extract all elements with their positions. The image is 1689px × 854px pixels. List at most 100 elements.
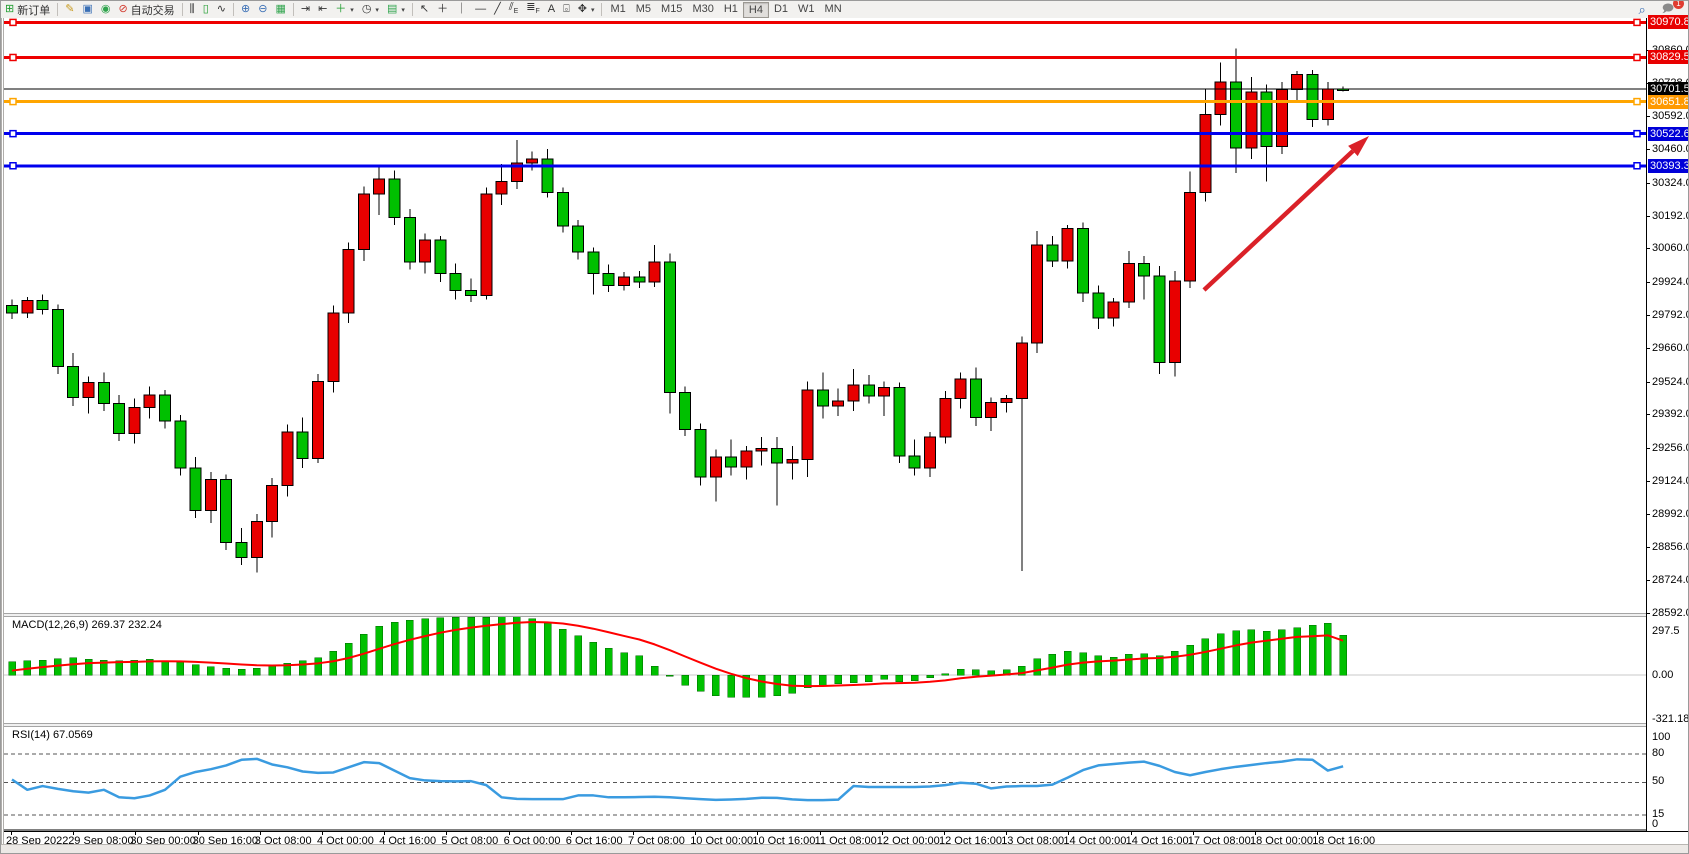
tile-windows-button[interactable]: ▦ [271, 2, 289, 17]
candle-body [1245, 91, 1258, 149]
line-handle[interactable] [9, 53, 17, 62]
crosshair-tool-button[interactable]: ＋ [433, 2, 452, 17]
macd-histogram-bar [1155, 655, 1164, 676]
timeframe-button-mn[interactable]: MN [824, 2, 842, 15]
zoom-out-button[interactable]: ⊖ [254, 2, 271, 17]
price-tick-label: 29924.0 [1652, 276, 1689, 289]
line-handle[interactable] [1633, 97, 1641, 106]
time-tick [570, 832, 572, 835]
price-tick-label: 29256.0 [1652, 442, 1689, 455]
signals-button[interactable]: ◉ [97, 2, 115, 17]
macd-histogram-bar [803, 674, 812, 688]
macd-histogram-bar [727, 674, 735, 698]
macd-histogram-bar [972, 669, 980, 676]
timeframe-button-m15[interactable]: M15 [661, 2, 683, 15]
search-button[interactable]: ⌕ [1635, 2, 1650, 17]
chat-button[interactable]: 🗩 1 [1658, 1, 1684, 17]
macd-histogram-bar [1140, 653, 1148, 676]
window-bottom-strip [1, 844, 1688, 853]
line-handle[interactable] [1633, 162, 1641, 170]
channel-tool-button[interactable]: ⫽E [505, 1, 523, 17]
autotrading-button[interactable]: ⊘ 自动交易 [114, 2, 178, 17]
candle-body [1214, 81, 1227, 115]
timeframe-button-m1[interactable]: M1 [610, 2, 626, 15]
horizontal-line-icon: — [475, 3, 487, 15]
vertical-line-tool-button[interactable]: ｜ [452, 2, 471, 17]
panel-splitter[interactable] [4, 723, 1646, 727]
bar-chart-button[interactable]: ⫼ [186, 2, 199, 17]
candle-body [1046, 244, 1059, 262]
auto-scroll-button[interactable]: ⇥ [297, 2, 314, 17]
styler-button[interactable]: ✎ [61, 2, 78, 17]
price-tick [1647, 248, 1650, 250]
timeframe-button-m5[interactable]: M5 [635, 2, 652, 15]
line-handle[interactable] [9, 162, 17, 170]
price-tick [1647, 580, 1650, 582]
profile-icon: ▣ [82, 3, 93, 15]
candle-body [480, 193, 493, 297]
autotrading-icon: ⊘ [118, 3, 128, 15]
trendline-tool-button[interactable]: ╱ [490, 2, 505, 17]
macd-signal-line [11, 621, 1344, 688]
price-chart-panel[interactable] [4, 18, 1646, 613]
fibonacci-tool-button[interactable]: ≣F [522, 1, 544, 17]
line-handle[interactable] [9, 97, 17, 106]
trend-arrow-line[interactable] [1202, 149, 1355, 292]
price-tick-label: 29124.0 [1652, 474, 1689, 487]
candle-body [21, 300, 34, 314]
line-handle[interactable] [1633, 18, 1641, 27]
new-order-button[interactable]: ⊞ 新订单 [1, 2, 54, 17]
candle-body [1031, 244, 1044, 344]
time-tick [1192, 832, 1194, 835]
timeframe-button-w1[interactable]: W1 [798, 2, 815, 15]
text-label-tool-button[interactable]: ⌻ [559, 2, 574, 17]
chart-window[interactable]: ▼ DJ30-,H4 30701.5 30701.5 30701.5 30701… [1, 15, 1689, 849]
new-order-label: 新订单 [17, 4, 51, 17]
timeframe-button-h1[interactable]: H1 [723, 2, 738, 15]
line-handle[interactable] [1633, 129, 1641, 138]
candle-body [342, 249, 355, 314]
horizontal-line-tool-button[interactable]: — [471, 2, 490, 17]
macd-histogram-bar [880, 674, 888, 680]
timeframe-button-d1[interactable]: D1 [773, 2, 789, 15]
cursor-tool-button[interactable]: ↖ [416, 2, 433, 17]
macd-histogram-bar [1262, 631, 1271, 676]
line-chart-button[interactable]: ∿ [213, 2, 230, 17]
text-tool-button[interactable]: A [544, 2, 559, 17]
price-line-badge: 30393.3 [1648, 158, 1688, 173]
macd-histogram-bar [1278, 629, 1286, 676]
candle-body [633, 276, 646, 283]
price-tick-label: 28992.0 [1652, 507, 1689, 520]
candlestick-chart-button[interactable]: ▯ [199, 2, 213, 17]
macd-histogram-bar [482, 617, 491, 676]
candle-body [250, 521, 263, 559]
indicators-button[interactable]: ＋ ▾ [331, 2, 358, 17]
time-tick [11, 832, 12, 835]
rsi-axis-label: 80 [1652, 747, 1665, 759]
candle-body [969, 378, 982, 418]
zoom-in-button[interactable]: ⊕ [237, 2, 254, 17]
price-axis[interactable]: 30860.030728.030592.030460.030324.030192… [1646, 15, 1689, 831]
chart-shift-icon: ⇤ [318, 3, 328, 15]
line-handle[interactable] [1633, 53, 1641, 62]
macd-histogram-bar [1171, 651, 1179, 676]
line-handle[interactable] [9, 129, 17, 138]
timeframe-button-h4[interactable]: H4 [742, 1, 769, 18]
macd-panel[interactable] [4, 617, 1646, 723]
macd-histogram-bar [1109, 657, 1118, 676]
panel-splitter[interactable] [4, 613, 1646, 617]
arrows-tool-button[interactable]: ✥ ▾ [574, 2, 599, 17]
crosshair-icon: ＋ [437, 3, 449, 15]
chart-shift-button[interactable]: ⇤ [314, 2, 331, 17]
profile-button[interactable]: ▣ [78, 2, 96, 17]
periods-button[interactable]: ◷ ▾ [358, 2, 383, 17]
candle-body [235, 542, 248, 559]
templates-button[interactable]: ▤ ▾ [383, 2, 409, 17]
macd-histogram-bar [1247, 629, 1256, 676]
candle-body [97, 382, 110, 405]
candle-body [924, 436, 936, 469]
timeframe-button-m30[interactable]: M30 [692, 2, 714, 15]
rsi-panel[interactable] [4, 727, 1646, 831]
macd-histogram-bar [941, 673, 950, 676]
line-handle[interactable] [9, 18, 17, 27]
